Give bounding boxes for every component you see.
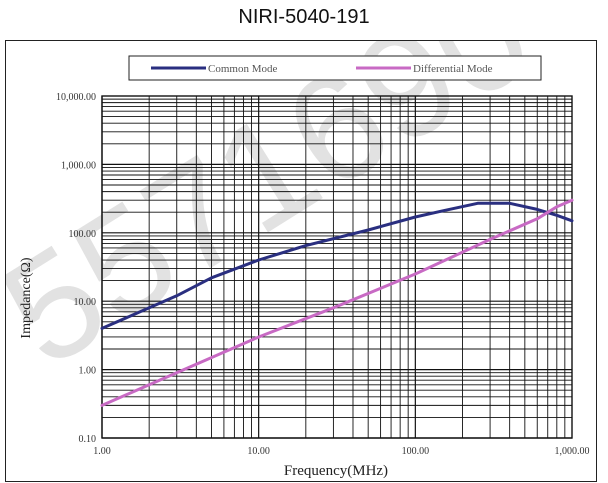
series-line-common-mode	[100, 201, 574, 330]
x-tick-label: 10.00	[247, 446, 270, 457]
y-tick-label: 1.00	[79, 366, 97, 377]
plot-border	[101, 95, 573, 439]
series-line-differential-mode	[100, 198, 574, 407]
series-layer	[100, 198, 574, 407]
impedance-chart: 5571690 0.101.0010.00100.001,000.0010,00…	[6, 41, 590, 479]
y-tick-label: 0.10	[79, 434, 97, 445]
y-tick-label: 10,000.00	[56, 92, 96, 103]
page-title: NIRI-5040-191	[238, 6, 370, 28]
chart-frame: 5571690 0.10 1.00 10.00 100.00 1,000.00 10,00…	[5, 40, 597, 482]
legend-label-differential-mode: Differential Mode	[413, 63, 493, 75]
y-tick-label: 1,000.00	[61, 160, 96, 171]
x-axis-title: Frequency(MHz)	[284, 463, 388, 479]
legend-label-common-mode: Common Mode	[208, 63, 277, 75]
chart-grid	[101, 96, 572, 439]
y-axis-title: Impedance(Ω)	[19, 257, 34, 338]
legend: Common Mode Differential Mode	[128, 55, 542, 81]
y-tick-label: 100.00	[69, 229, 97, 240]
plot-area	[101, 95, 573, 439]
x-tick-label: 1.00	[93, 446, 111, 457]
x-tick-label: 1,000.00	[555, 446, 590, 457]
x-tick-labels: 1.00 10.00 100.00 1,000.00	[93, 446, 589, 457]
x-tick-label: 100.00	[402, 446, 430, 457]
y-tick-labels: 0.10 1.00 10.00 100.00 1,000.00 10,000.00	[56, 92, 96, 445]
y-tick-label: 10.00	[74, 297, 97, 308]
